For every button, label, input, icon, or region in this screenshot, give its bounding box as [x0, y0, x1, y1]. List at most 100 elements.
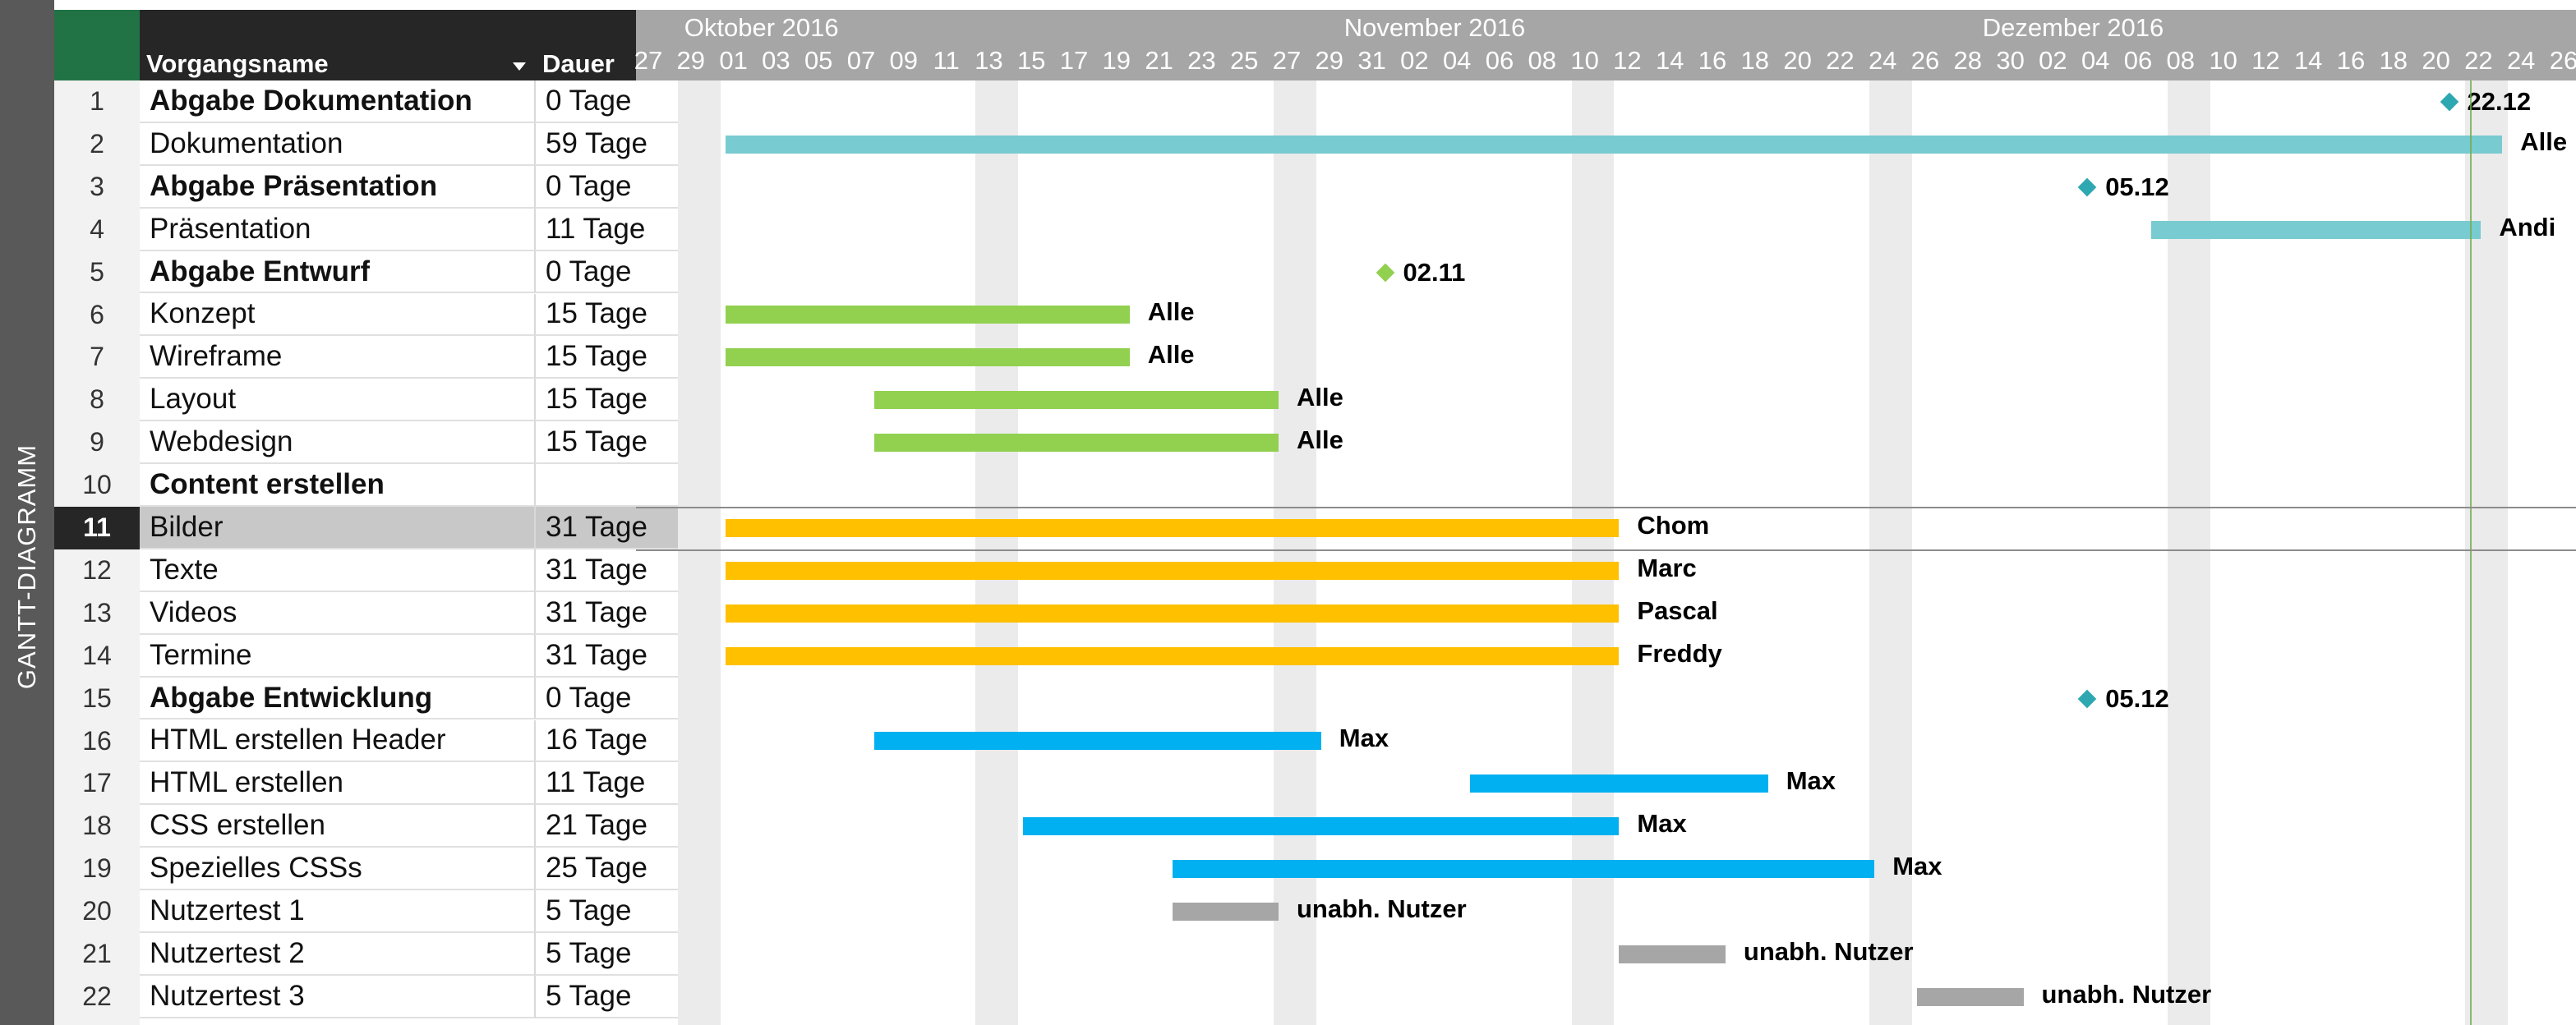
- gantt-bar[interactable]: [725, 646, 1620, 665]
- gantt-bar[interactable]: [725, 306, 1130, 324]
- table-row[interactable]: CSS erstellen 21 Tage: [140, 805, 687, 848]
- table-row[interactable]: Abgabe Entwicklung 0 Tage: [140, 677, 687, 720]
- task-name-cell[interactable]: Abgabe Dokumentation: [140, 80, 536, 123]
- gantt-bar[interactable]: [1917, 987, 2024, 1006]
- table-row[interactable]: Wireframe 15 Tage: [140, 336, 687, 379]
- row-number[interactable]: 11: [54, 507, 140, 549]
- milestone-diamond[interactable]: [1376, 263, 1394, 282]
- table-row[interactable]: Termine 31 Tage: [140, 634, 687, 678]
- row-number[interactable]: 1: [90, 86, 104, 116]
- task-name-cell[interactable]: HTML erstellen Header: [140, 719, 536, 763]
- row-number[interactable]: 18: [82, 811, 112, 841]
- duration-cell[interactable]: 15 Tage: [536, 421, 687, 465]
- gantt-bar[interactable]: [1172, 860, 1875, 879]
- view-bar[interactable]: GANTT-DIAGRAMM: [0, 0, 54, 1025]
- row-number[interactable]: 16: [82, 725, 112, 756]
- duration-cell[interactable]: 0 Tage: [536, 678, 687, 720]
- task-name-cell[interactable]: Abgabe Entwicklung: [140, 677, 536, 720]
- row-number[interactable]: 14: [82, 640, 112, 670]
- table-row[interactable]: Videos 31 Tage: [140, 591, 687, 635]
- duration-cell[interactable]: 15 Tage: [536, 294, 687, 337]
- gantt-bar[interactable]: [873, 732, 1321, 751]
- duration-cell[interactable]: 0 Tage: [536, 80, 687, 123]
- gantt-bar[interactable]: [873, 434, 1279, 453]
- row-number[interactable]: 8: [90, 384, 104, 415]
- gantt-bar[interactable]: [1470, 774, 1768, 793]
- gantt-bar[interactable]: [2150, 220, 2482, 239]
- duration-cell[interactable]: 0 Tage: [536, 166, 687, 209]
- timescale[interactable]: Oktober 2016 November 2016 Dezember 2016 27…: [634, 10, 2576, 80]
- table-row[interactable]: HTML erstellen 11 Tage: [140, 762, 687, 806]
- gantt-bar[interactable]: [725, 135, 2503, 154]
- duration-cell[interactable]: 31 Tage: [536, 507, 687, 549]
- table-row[interactable]: Nutzertest 2 5 Tage: [140, 933, 687, 976]
- gantt-bar[interactable]: [725, 518, 1620, 537]
- gantt-bar[interactable]: [1023, 817, 1620, 836]
- table-row[interactable]: Präsentation 11 Tage: [140, 208, 687, 251]
- table-row[interactable]: Abgabe Präsentation 0 Tage: [140, 165, 687, 209]
- duration-cell[interactable]: 0 Tage: [536, 251, 687, 294]
- duration-cell[interactable]: 16 Tage: [536, 720, 687, 763]
- row-number[interactable]: 12: [82, 554, 112, 585]
- gantt-bar[interactable]: [725, 604, 1620, 623]
- duration-cell[interactable]: 31 Tage: [536, 549, 687, 592]
- task-name-cell[interactable]: Dokumentation: [140, 122, 536, 166]
- duration-cell[interactable]: 5 Tage: [536, 933, 687, 976]
- milestone-diamond[interactable]: [2077, 177, 2097, 197]
- task-name-cell[interactable]: Texte: [140, 549, 536, 592]
- table-row[interactable]: Dokumentation 59 Tage: [140, 122, 687, 166]
- row-number[interactable]: 22: [82, 981, 112, 1011]
- gantt-bar[interactable]: [1172, 903, 1279, 922]
- duration-cell[interactable]: 5 Tage: [536, 890, 687, 933]
- task-name-cell[interactable]: Präsentation: [140, 208, 536, 251]
- duration-cell[interactable]: 31 Tage: [536, 592, 687, 635]
- duration-cell[interactable]: 31 Tage: [536, 635, 687, 678]
- gantt-bar[interactable]: [1619, 945, 1726, 963]
- duration-cell[interactable]: 21 Tage: [536, 805, 687, 848]
- duration-cell[interactable]: 5 Tage: [536, 976, 687, 1018]
- row-number[interactable]: 5: [90, 256, 104, 287]
- milestone-diamond[interactable]: [2440, 92, 2458, 112]
- task-name-cell[interactable]: Nutzertest 3: [140, 975, 536, 1018]
- duration-cell[interactable]: 25 Tage: [536, 848, 687, 891]
- task-name-cell[interactable]: Layout: [140, 379, 536, 422]
- select-all-corner[interactable]: [54, 10, 140, 80]
- row-number[interactable]: 9: [90, 427, 104, 457]
- table-row[interactable]: Layout 15 Tage: [140, 379, 687, 422]
- task-name-cell[interactable]: Abgabe Entwurf: [140, 251, 536, 294]
- row-number[interactable]: 19: [82, 853, 112, 884]
- task-name-cell[interactable]: Abgabe Präsentation: [140, 165, 536, 209]
- row-number[interactable]: 20: [82, 896, 112, 926]
- table-row[interactable]: Konzept 15 Tage: [140, 293, 687, 337]
- task-name-cell[interactable]: Spezielles CSSs: [140, 848, 536, 891]
- task-name-cell[interactable]: Bilder: [140, 507, 536, 549]
- row-number[interactable]: 2: [90, 128, 104, 159]
- task-name-cell[interactable]: CSS erstellen: [140, 805, 536, 848]
- duration-cell[interactable]: [536, 464, 687, 507]
- gantt-bar[interactable]: [725, 348, 1130, 367]
- duration-cell[interactable]: 11 Tage: [536, 209, 687, 251]
- row-number[interactable]: 13: [82, 597, 112, 627]
- task-name-cell[interactable]: Videos: [140, 591, 536, 635]
- row-number[interactable]: 15: [82, 683, 112, 713]
- table-row[interactable]: Abgabe Entwurf 0 Tage: [140, 251, 687, 294]
- table-row[interactable]: Spezielles CSSs 25 Tage: [140, 848, 687, 891]
- milestone-diamond[interactable]: [2077, 689, 2097, 708]
- duration-cell[interactable]: 15 Tage: [536, 379, 687, 422]
- duration-cell[interactable]: 15 Tage: [536, 336, 687, 379]
- table-row[interactable]: Texte 31 Tage: [140, 549, 687, 592]
- table-row[interactable]: Abgabe Dokumentation 0 Tage: [140, 80, 687, 123]
- column-header-task-name[interactable]: Vorgangsname: [140, 10, 536, 80]
- row-number[interactable]: 6: [90, 299, 104, 329]
- task-name-cell[interactable]: HTML erstellen: [140, 762, 536, 806]
- task-name-cell[interactable]: Webdesign: [140, 421, 536, 465]
- row-number[interactable]: 4: [90, 214, 104, 244]
- task-name-cell[interactable]: Nutzertest 1: [140, 890, 536, 933]
- table-row[interactable]: Webdesign 15 Tage: [140, 421, 687, 465]
- table-row[interactable]: Nutzertest 3 5 Tage: [140, 975, 687, 1018]
- gantt-bar[interactable]: [725, 561, 1620, 580]
- duration-cell[interactable]: 59 Tage: [536, 123, 687, 166]
- row-number[interactable]: 10: [82, 470, 112, 500]
- task-name-cell[interactable]: Wireframe: [140, 336, 536, 379]
- row-number[interactable]: 17: [82, 768, 112, 798]
